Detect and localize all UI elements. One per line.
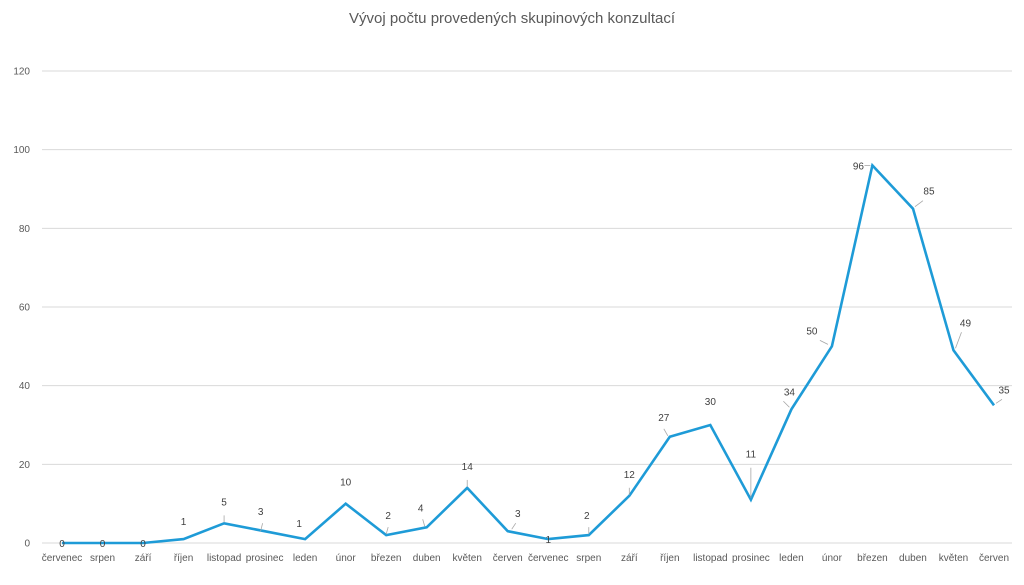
data-label: 50 [806, 326, 818, 337]
series-line [62, 162, 996, 545]
chart-title: Vývoj počtu provedených skupinových konz… [348, 10, 675, 27]
data-label: 85 [923, 187, 935, 198]
data-label: 11 [746, 450, 757, 461]
data-label: 1 [545, 535, 551, 546]
x-tick-label: březen [857, 553, 888, 564]
x-tick-label: leden [293, 553, 317, 564]
y-tick-label: 0 [24, 539, 30, 550]
data-label-leader [511, 522, 517, 530]
data-label: 2 [385, 511, 391, 522]
x-tick-label: září [135, 553, 152, 564]
x-tick-label: září [621, 553, 638, 564]
x-tick-label: srpen [576, 553, 601, 564]
data-label: 34 [784, 387, 796, 398]
data-label-leader [783, 400, 790, 408]
x-tick-label: listopad [207, 553, 241, 564]
x-tick-label: červenec [42, 553, 83, 564]
y-tick-label: 20 [19, 460, 31, 471]
x-tick-label: prosinec [246, 553, 284, 564]
x-tick-label: červen [979, 553, 1009, 564]
y-tick-label: 100 [13, 145, 30, 156]
data-label: 96 [853, 161, 865, 172]
data-label: 2 [584, 511, 590, 522]
x-tick-label: únor [336, 553, 357, 564]
data-label: 1 [181, 517, 187, 528]
y-tick-label: 120 [13, 67, 30, 78]
x-tick-label: červen [493, 553, 523, 564]
x-tick-label: duben [899, 553, 927, 564]
data-label: 49 [960, 318, 972, 329]
x-tick-label: říjen [174, 553, 193, 564]
data-label-leader [663, 428, 669, 436]
data-label: 12 [624, 470, 636, 481]
y-tick-label: 40 [19, 381, 31, 392]
data-label: 0 [140, 539, 146, 550]
data-label: 1 [296, 519, 302, 530]
x-tick-label: květen [452, 553, 481, 564]
data-label: 27 [658, 413, 670, 424]
x-tick-label: srpen [90, 553, 115, 564]
data-label: 3 [515, 509, 521, 520]
data-label: 3 [258, 507, 264, 518]
data-label: 0 [59, 539, 65, 550]
data-label-leader [914, 200, 924, 207]
y-tick-label: 80 [19, 224, 31, 235]
x-tick-label: březen [371, 553, 402, 564]
data-label-leader [260, 523, 263, 532]
data-label: 30 [705, 397, 717, 408]
x-tick-label: duben [413, 553, 441, 564]
data-label: 10 [340, 478, 352, 489]
x-tick-label: únor [822, 553, 843, 564]
x-tick-label: červenec [528, 553, 569, 564]
data-label: 4 [418, 503, 424, 514]
data-label-leader [819, 339, 829, 345]
y-tick-label: 60 [19, 303, 31, 314]
data-label: 5 [221, 497, 227, 508]
data-label: 14 [462, 462, 474, 473]
x-tick-label: květen [939, 553, 968, 564]
x-tick-label: prosinec [732, 553, 770, 564]
x-tick-label: říjen [660, 553, 679, 564]
x-tick-label: leden [779, 553, 803, 564]
x-tick-label: listopad [693, 553, 727, 564]
data-label-leader [422, 519, 426, 527]
data-label: 35 [998, 385, 1010, 396]
data-label-leader [995, 399, 1003, 404]
data-label-leader [955, 332, 962, 349]
data-label: 0 [100, 539, 106, 550]
data-label-leader [385, 527, 389, 535]
